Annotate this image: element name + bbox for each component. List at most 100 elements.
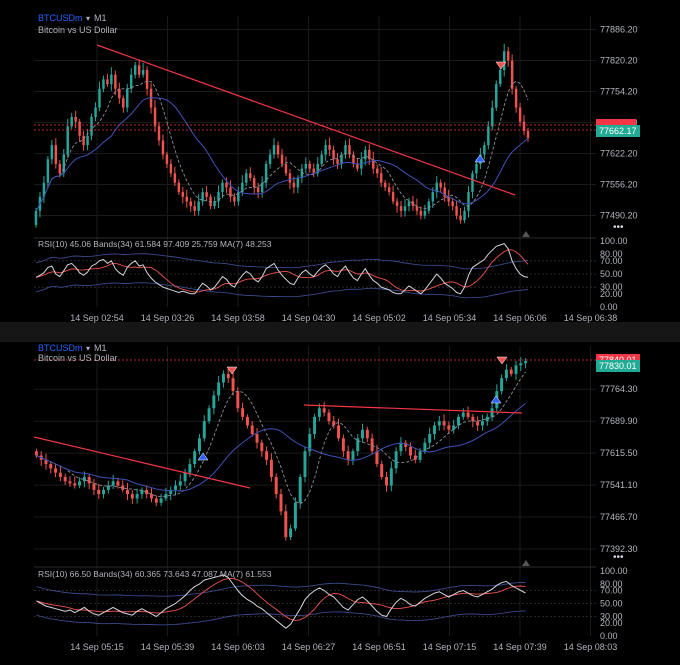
rsi-tick-label: 0.00 [600, 631, 618, 641]
candle [169, 489, 173, 495]
candle [102, 79, 105, 89]
candle [375, 451, 379, 465]
candle [340, 154, 343, 164]
bottom-candles [34, 357, 528, 541]
candle [452, 425, 456, 430]
candle [510, 60, 514, 89]
top-symbol[interactable]: BTCUSDm [38, 13, 83, 23]
bottom-resistance-line[interactable] [303, 404, 523, 414]
top-rsi-pane[interactable] [34, 243, 596, 299]
bottom-symbol[interactable]: BTCUSDm [38, 343, 83, 353]
candle [169, 163, 173, 174]
candle [141, 70, 145, 75]
candle [463, 210, 466, 221]
bottom-trendline-down[interactable] [33, 436, 251, 489]
candle [288, 173, 292, 183]
candle [34, 451, 38, 456]
bottom-more-button[interactable]: ••• [613, 552, 624, 563]
candle [298, 476, 302, 503]
candle [135, 494, 139, 499]
top-chart-panel[interactable]: BTCUSDm ▾ M1 Bitcoin vs US Dollar 77886.… [34, 13, 640, 323]
candle [49, 464, 53, 469]
candle [409, 446, 412, 456]
candle [237, 192, 240, 202]
candle [437, 421, 441, 426]
candle [456, 416, 460, 426]
candle [308, 434, 312, 452]
buy-arrow-icon [490, 395, 502, 404]
candle [58, 163, 62, 174]
time-tick-label: 14 Sep 07:15 [423, 642, 477, 652]
bottom-timeframe[interactable]: M1 [94, 343, 107, 353]
candle [316, 163, 319, 174]
candle [344, 145, 347, 155]
candle [159, 498, 163, 503]
time-tick-label: 14 Sep 05:15 [70, 642, 124, 652]
bottom-dropdown-icon[interactable]: ▾ [86, 344, 90, 353]
rsi-tick-label: 0.00 [600, 302, 618, 312]
candle [372, 159, 375, 169]
price-tick-label: 77541.10 [600, 480, 638, 490]
candle [34, 210, 38, 225]
bottom-price-axis[interactable]: 77764.30 77689.90 77615.50 77541.10 77466.70… [600, 384, 638, 554]
price-tick-label: 77754.20 [600, 87, 638, 97]
bottom-scroll-marker-icon[interactable] [522, 560, 530, 566]
candle [500, 378, 504, 392]
candle [106, 485, 110, 490]
candle [63, 476, 67, 482]
candle [133, 65, 137, 75]
price-tick-label: 77622.20 [600, 148, 638, 158]
candle [221, 373, 225, 383]
bottom-time-axis[interactable]: 14 Sep 05:15 14 Sep 05:39 14 Sep 06:03 14 S… [70, 642, 617, 652]
candle [475, 163, 478, 174]
top-timeframe[interactable]: M1 [94, 13, 107, 23]
rsi-tick-label: 70.00 [600, 586, 623, 596]
candle [324, 145, 327, 155]
candle [403, 206, 407, 211]
time-tick-label: 14 Sep 08:03 [564, 642, 618, 652]
time-tick-label: 14 Sep 05:02 [352, 313, 406, 323]
candle [272, 145, 276, 155]
candle [348, 145, 351, 155]
top-dropdown-icon[interactable]: ▾ [86, 14, 90, 23]
candle [68, 481, 72, 484]
candle [185, 196, 188, 202]
price-tick-label: 77556.20 [600, 179, 638, 189]
top-trendline[interactable] [96, 44, 516, 196]
top-scroll-marker-icon[interactable] [522, 231, 530, 237]
top-time-axis[interactable]: 14 Sep 02:54 14 Sep 03:26 14 Sep 03:58 14 S… [70, 313, 617, 323]
candle [312, 168, 315, 174]
candle [391, 192, 395, 202]
candle [229, 187, 232, 197]
candle [145, 489, 149, 495]
bottom-chart-panel[interactable]: BTCUSDm ▾ M1 Bitcoin vs US Dollar 77764.… [33, 343, 640, 652]
candle [296, 178, 300, 188]
candle [304, 163, 308, 169]
candle [217, 382, 221, 396]
time-tick-label: 14 Sep 02:54 [70, 313, 124, 323]
top-red-tag [596, 119, 636, 130]
bottom-rsi-legend: RSI(10) 66.50 Bands(34) 60.365 73.643 47… [38, 569, 272, 579]
candle [431, 192, 435, 202]
price-tick-label: 77490.20 [600, 210, 638, 220]
candle [90, 116, 93, 136]
candle [98, 88, 101, 108]
candle [466, 412, 470, 417]
candle [58, 472, 62, 477]
candle [260, 442, 264, 452]
rsi-tick-label: 50.00 [600, 269, 623, 279]
rsi-tick-label: 70.00 [600, 256, 623, 266]
bottom-rsi-pane[interactable] [34, 574, 596, 629]
candle [62, 154, 65, 174]
candle [336, 159, 339, 164]
candle [145, 70, 149, 89]
candle [129, 74, 133, 89]
candle [165, 154, 169, 164]
candle [447, 425, 451, 430]
top-more-button[interactable]: ••• [613, 222, 624, 233]
candle [385, 476, 389, 486]
candle [356, 163, 359, 169]
bottom-current-price: 77830.01 [599, 361, 637, 371]
